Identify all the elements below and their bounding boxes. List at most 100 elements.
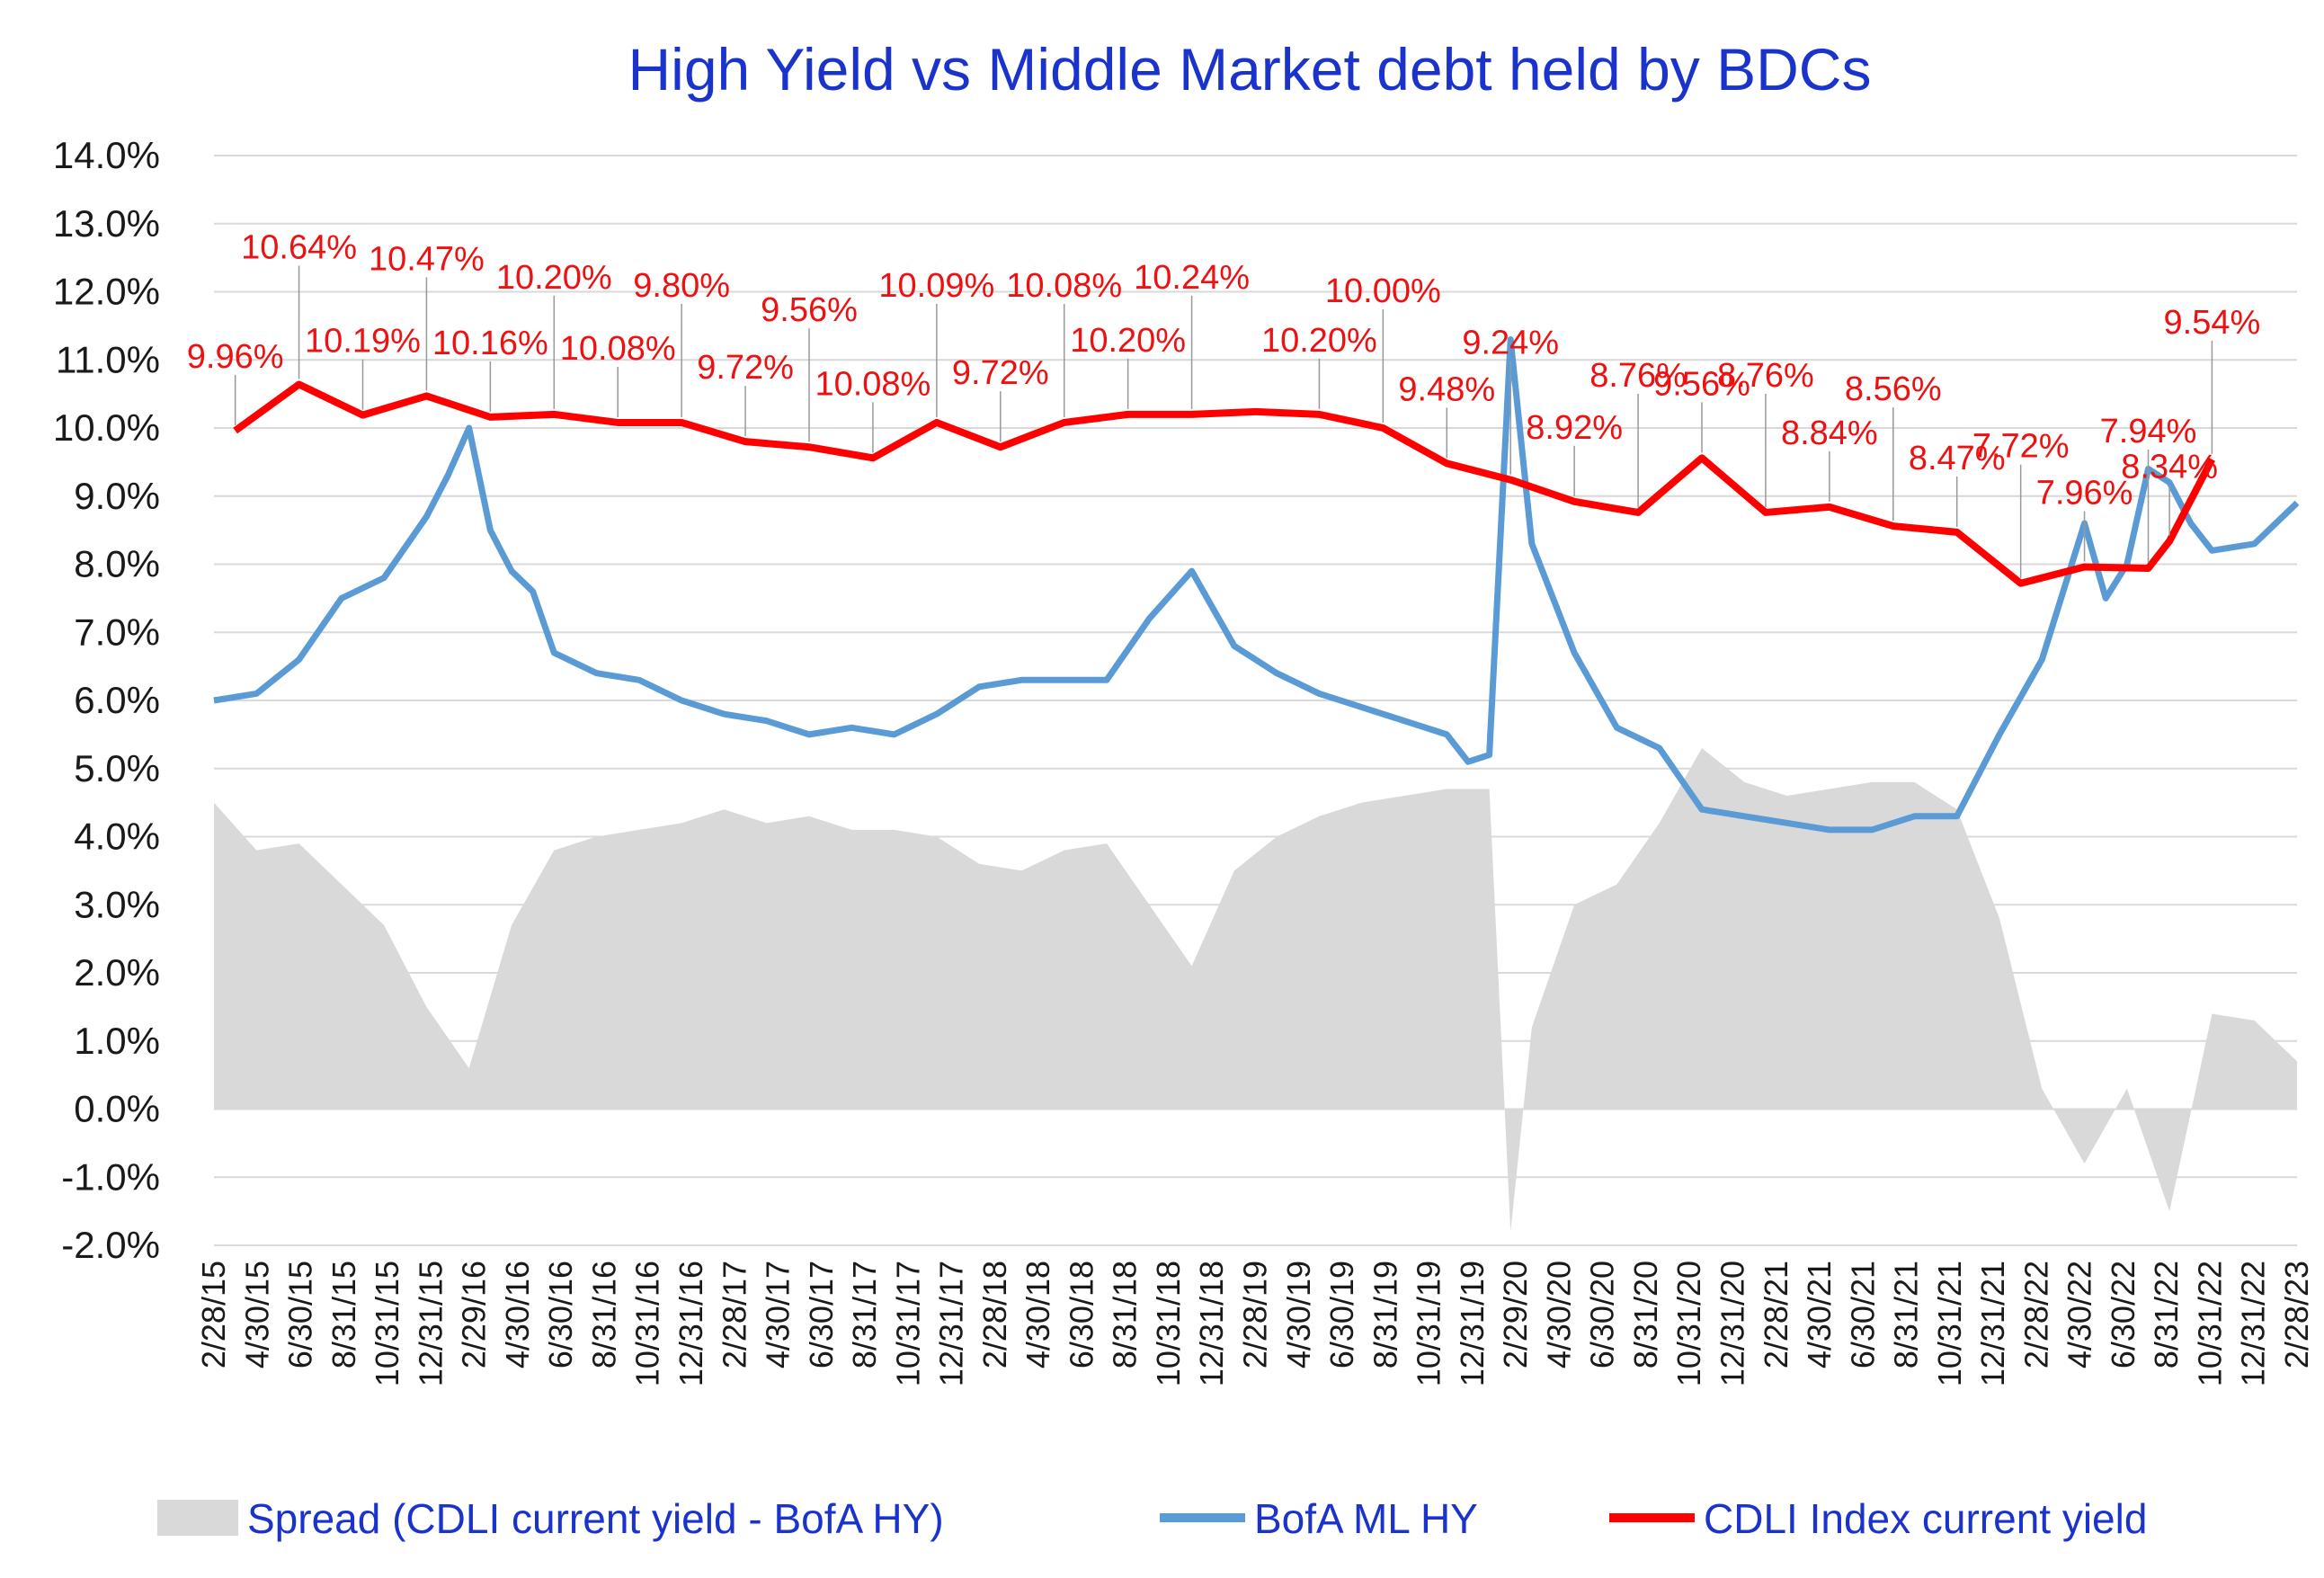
x-tick-label: 12/31/19 — [1454, 1261, 1491, 1386]
x-tick-label: 6/30/20 — [1584, 1261, 1621, 1368]
y-tick-label: -2.0% — [61, 1224, 160, 1266]
y-tick-label: -1.0% — [61, 1155, 160, 1198]
x-tick-label: 12/31/16 — [672, 1261, 709, 1386]
cdli-data-label: 9.72% — [952, 354, 1049, 392]
cdli-data-label: 8.34% — [2121, 449, 2218, 486]
cdli-data-label: 10.20% — [496, 259, 612, 297]
cdli-data-label: 10.19% — [305, 323, 421, 361]
cdli-data-label: 9.48% — [1398, 370, 1495, 408]
x-tick-label: 2/28/19 — [1237, 1261, 1274, 1368]
y-tick-label: 8.0% — [74, 543, 160, 585]
cdli-data-label: 10.00% — [1325, 272, 1441, 310]
legend-swatch-spread — [157, 1500, 238, 1536]
cdli-data-label: 10.08% — [815, 365, 930, 403]
legend-label-spread: Spread (CDLI current yield - BofA HY) — [247, 1495, 944, 1542]
x-tick-label: 4/30/16 — [499, 1261, 536, 1368]
x-tick-label: 12/31/20 — [1714, 1261, 1750, 1386]
cdli-data-label: 9.24% — [1462, 325, 1559, 362]
x-tick-label: 8/31/15 — [325, 1261, 362, 1368]
cdli-data-label: 8.56% — [1845, 370, 1942, 408]
x-tick-label: 10/31/22 — [2191, 1261, 2228, 1386]
x-tick-label: 4/30/21 — [1801, 1261, 1838, 1368]
cdli-line — [233, 380, 2215, 587]
x-tick-label: 10/31/17 — [889, 1261, 926, 1386]
legend: Spread (CDLI current yield - BofA HY) Bo… — [157, 1495, 2147, 1542]
x-axis: 2/28/15 4/30/15 6/30/15 8/31/15 10/31/15 12/3… — [195, 1261, 2315, 1386]
cdli-data-label: 9.54% — [2164, 304, 2261, 342]
x-tick-label: 6/30/22 — [2105, 1261, 2141, 1368]
x-tick-label: 2/29/16 — [456, 1261, 493, 1368]
x-tick-label: 4/30/15 — [238, 1261, 275, 1368]
cdli-data-label: 10.09% — [878, 267, 994, 305]
cdli-data-label: 10.20% — [1261, 322, 1377, 360]
x-tick-label: 6/30/15 — [282, 1261, 319, 1368]
cdli-data-label: 7.96% — [2036, 475, 2133, 513]
chart-title: High Yield vs Middle Market debt held by… — [628, 36, 1872, 103]
bofa-hy-series — [213, 336, 2300, 834]
y-tick-label: 1.0% — [74, 1020, 160, 1062]
cdli-data-label: 8.76% — [1717, 357, 1814, 395]
x-tick-label: 4/30/20 — [1540, 1261, 1577, 1368]
x-tick-label: 12/31/17 — [933, 1261, 970, 1386]
cdli-data-label: 10.24% — [1134, 259, 1250, 297]
x-tick-label: 12/31/22 — [2235, 1261, 2272, 1386]
y-tick-label: 6.0% — [74, 679, 160, 721]
x-tick-label: 8/31/21 — [1888, 1261, 1925, 1368]
x-tick-label: 10/31/21 — [1931, 1261, 1968, 1386]
x-tick-label: 6/30/16 — [542, 1261, 579, 1368]
x-tick-label: 2/28/21 — [1758, 1261, 1794, 1368]
x-tick-label: 10/31/18 — [1150, 1261, 1187, 1386]
cdli-data-label: 7.94% — [2100, 413, 2197, 450]
x-tick-label: 8/31/17 — [846, 1261, 883, 1368]
x-tick-label: 2/28/22 — [2017, 1261, 2054, 1368]
y-tick-label: 13.0% — [53, 202, 160, 245]
x-tick-label: 12/31/21 — [1974, 1261, 2011, 1386]
x-tick-label: 4/30/17 — [760, 1261, 797, 1368]
x-tick-label: 6/30/21 — [1844, 1261, 1881, 1368]
x-tick-label: 4/30/19 — [1280, 1261, 1317, 1368]
y-tick-label: 2.0% — [74, 951, 160, 994]
x-tick-label: 8/31/16 — [585, 1261, 622, 1368]
cdli-data-label: 9.80% — [633, 267, 730, 305]
y-tick-label: 7.0% — [74, 611, 160, 653]
legend-label-cdli: CDLI Index current yield — [1704, 1495, 2147, 1542]
cdli-data-label: 9.96% — [187, 338, 284, 376]
x-tick-label: 10/31/19 — [1411, 1261, 1447, 1386]
x-tick-label: 2/28/18 — [976, 1261, 1013, 1368]
x-tick-label: 10/31/16 — [629, 1261, 666, 1386]
x-tick-label: 8/31/20 — [1627, 1261, 1664, 1368]
y-axis: 14.0% 13.0% 12.0% 11.0% 10.0% 9.0% 8.0% 7.0% 6.0… — [53, 134, 160, 1266]
y-tick-label: 0.0% — [74, 1088, 160, 1130]
x-tick-label: 2/28/23 — [2278, 1261, 2315, 1368]
x-tick-label: 8/31/19 — [1367, 1261, 1403, 1368]
bofa-hy-line — [213, 336, 2300, 834]
cdli-data-label: 9.56% — [1653, 365, 1750, 403]
x-tick-label: 12/31/18 — [1193, 1261, 1230, 1386]
y-tick-label: 3.0% — [74, 883, 160, 925]
x-tick-label: 12/31/15 — [412, 1261, 449, 1386]
cdli-data-label: 10.16% — [432, 325, 548, 362]
cdli-data-label: 8.47% — [1909, 440, 2006, 477]
x-tick-label: 6/30/18 — [1063, 1261, 1100, 1368]
spread-area — [214, 748, 2297, 1232]
cdli-data-label: 7.72% — [1972, 428, 2070, 466]
y-tick-label: 5.0% — [74, 747, 160, 789]
spread-area-series — [214, 748, 2297, 1232]
cdli-data-label: 10.47% — [369, 240, 485, 278]
x-tick-label: 2/29/20 — [1497, 1261, 1534, 1368]
x-tick-label: 2/28/15 — [195, 1261, 232, 1368]
cdli-data-label: 10.64% — [241, 229, 357, 267]
x-tick-label: 10/31/20 — [1670, 1261, 1707, 1386]
cdli-data-label: 8.84% — [1781, 415, 1878, 452]
cdli-series — [233, 380, 2215, 587]
x-tick-label: 4/30/18 — [1020, 1261, 1056, 1368]
y-tick-label: 11.0% — [56, 338, 160, 380]
x-tick-label: 8/31/18 — [1107, 1261, 1144, 1368]
x-tick-label: 10/31/15 — [369, 1261, 405, 1386]
y-tick-label: 14.0% — [53, 134, 160, 176]
x-tick-label: 6/30/17 — [803, 1261, 840, 1368]
cdli-data-label: 9.56% — [761, 291, 858, 329]
cdli-data-label: 8.76% — [1589, 357, 1687, 395]
cdli-data-label: 8.92% — [1526, 409, 1623, 447]
cdli-data-label: 10.08% — [560, 330, 676, 368]
